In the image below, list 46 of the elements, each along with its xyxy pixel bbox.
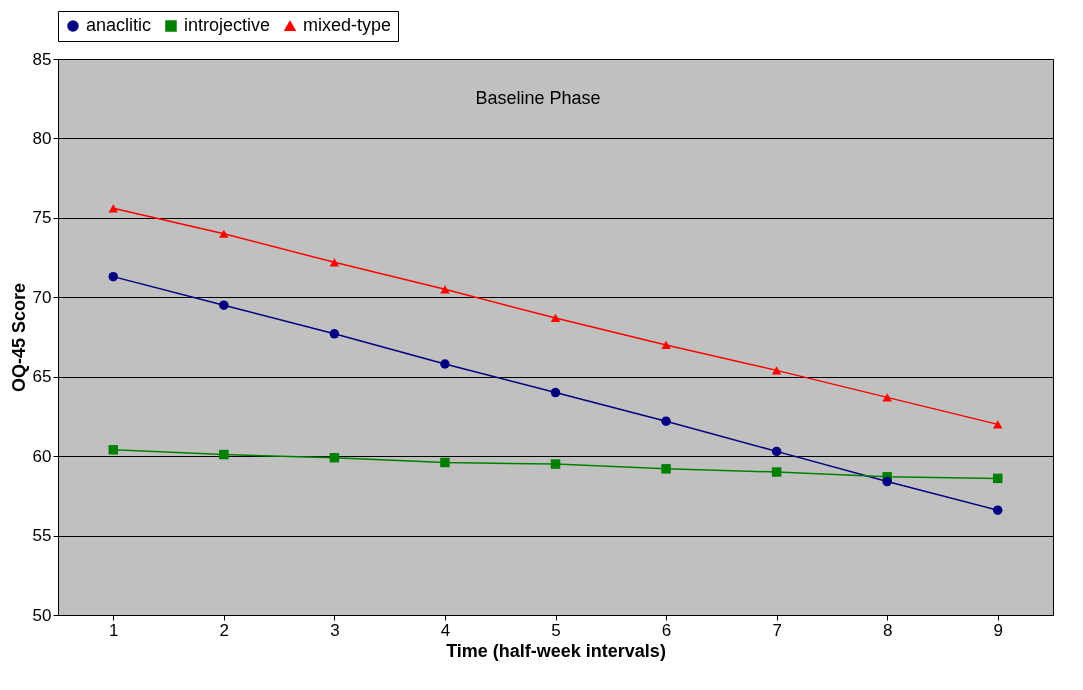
y-tick-label: 85: [32, 49, 52, 69]
point: [329, 452, 340, 463]
point: [992, 473, 1003, 484]
x-tick-label: 4: [440, 620, 451, 640]
point: [771, 467, 782, 477]
x-tick-label: 1: [109, 620, 119, 640]
y-tick-label: 55: [32, 526, 52, 546]
point: [882, 476, 892, 487]
x-tick-label: 8: [882, 620, 893, 640]
annotation: Baseline Phase: [475, 88, 601, 108]
point: [329, 329, 340, 339]
y-tick-label: 75: [32, 208, 52, 228]
point: [661, 340, 671, 350]
legend-label: introjective: [184, 15, 271, 35]
x-axis-title: Time (half-week intervals): [446, 640, 666, 661]
point: [219, 449, 229, 460]
x-tick-label: 5: [551, 620, 561, 640]
x-tick-label: 2: [219, 620, 230, 640]
x-tick-label: 3: [330, 620, 340, 640]
x-tick-label: 6: [661, 620, 672, 640]
point: [108, 445, 119, 455]
point: [771, 366, 782, 375]
y-tick-label: 50: [32, 605, 52, 625]
point: [219, 300, 229, 310]
point: [440, 285, 450, 294]
point: [329, 258, 340, 267]
point: [440, 457, 450, 468]
point: [440, 359, 450, 369]
y-tick-label: 70: [32, 287, 52, 307]
point: [550, 459, 561, 469]
legend-label: mixed-type: [303, 15, 392, 35]
y-tick-label: 80: [32, 128, 52, 148]
x-tick-label: 9: [993, 620, 1003, 640]
point: [108, 271, 119, 282]
point: [219, 229, 229, 238]
legend-label: anaclitic: [86, 15, 152, 35]
point: [661, 416, 671, 426]
point: [992, 505, 1003, 515]
y-axis-title: OQ-45 Score: [8, 282, 29, 393]
x-tick-label: 7: [772, 620, 782, 640]
y-tick-label: 65: [32, 367, 52, 387]
y-tick-label: 60: [32, 446, 52, 466]
point: [550, 313, 561, 323]
point: [550, 387, 561, 398]
point: [771, 446, 782, 457]
point: [661, 464, 671, 474]
